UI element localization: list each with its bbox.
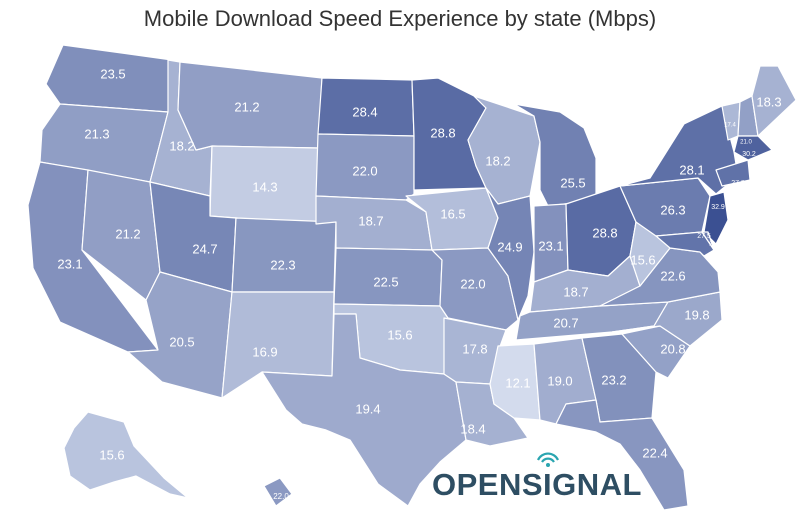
value-label-al: 19.0 bbox=[547, 373, 572, 388]
state-nc bbox=[611, 291, 723, 347]
value-label-mi: 25.5 bbox=[560, 175, 585, 190]
value-label-ma: 30.2 bbox=[742, 151, 756, 158]
value-label-id: 18.2 bbox=[169, 138, 194, 153]
value-label-mn: 28.8 bbox=[430, 125, 455, 140]
value-label-pa: 26.3 bbox=[660, 202, 685, 217]
map-title: Mobile Download Speed Experience by stat… bbox=[143, 6, 657, 31]
value-label-mo: 22.0 bbox=[460, 276, 485, 291]
value-label-wa: 23.5 bbox=[100, 66, 125, 81]
value-label-oh: 28.8 bbox=[592, 225, 617, 240]
value-label-ar: 17.8 bbox=[462, 341, 487, 356]
logo-text-end: GNAL bbox=[552, 467, 642, 502]
value-label-ia: 16.5 bbox=[440, 206, 465, 221]
state-ak bbox=[63, 411, 189, 499]
value-label-ny: 28.1 bbox=[679, 162, 704, 177]
value-label-fl: 22.4 bbox=[642, 445, 667, 460]
value-label-me: 18.3 bbox=[756, 94, 781, 109]
value-label-nj: 32.9 bbox=[711, 204, 725, 211]
value-label-az: 20.5 bbox=[169, 334, 194, 349]
opensignal-logo: OPENS I GNAL bbox=[432, 452, 642, 503]
value-label-ky: 18.7 bbox=[563, 284, 588, 299]
state-me bbox=[751, 65, 797, 137]
value-label-tx: 19.4 bbox=[355, 401, 380, 416]
state-fl bbox=[555, 399, 689, 511]
value-label-ok: 15.6 bbox=[387, 327, 412, 342]
state-hi bbox=[263, 477, 293, 507]
value-label-sd: 22.0 bbox=[352, 163, 377, 178]
state-il bbox=[485, 187, 535, 321]
value-label-ne: 18.7 bbox=[358, 213, 383, 228]
value-label-in: 23.1 bbox=[538, 238, 563, 253]
value-label-wv: 15.6 bbox=[630, 252, 655, 267]
value-label-la: 18.4 bbox=[460, 421, 485, 436]
state-tx bbox=[261, 313, 467, 507]
value-label-or: 21.3 bbox=[84, 126, 109, 141]
value-label-hi: 22.0 bbox=[273, 492, 289, 501]
value-label-ca: 23.1 bbox=[57, 256, 82, 271]
state-co bbox=[231, 217, 337, 293]
value-label-vt: 17.4 bbox=[724, 123, 736, 129]
value-label-ks: 22.5 bbox=[373, 274, 398, 289]
value-label-nv: 21.2 bbox=[115, 226, 140, 241]
value-label-ct: 27.8 bbox=[731, 180, 745, 187]
value-label-ms: 12.1 bbox=[505, 375, 530, 390]
value-label-co: 22.3 bbox=[270, 257, 295, 272]
value-label-ga: 23.2 bbox=[601, 372, 626, 387]
value-label-nh: 21.0 bbox=[740, 140, 752, 146]
value-label-nm: 16.9 bbox=[252, 344, 277, 359]
value-label-ak: 15.6 bbox=[99, 447, 124, 462]
value-label-tn: 20.7 bbox=[553, 315, 578, 330]
state-shapes bbox=[27, 44, 797, 511]
state-ct bbox=[715, 159, 751, 187]
wifi-icon bbox=[536, 452, 559, 467]
value-label-ut: 24.7 bbox=[192, 241, 217, 256]
logo-i-wifi: I bbox=[536, 452, 559, 503]
value-label-va: 22.6 bbox=[660, 268, 685, 283]
state-value-labels: 23.5 21.3 23.1 21.2 18.2 21.2 14.3 24.7 20.5 22.3… bbox=[57, 66, 781, 501]
value-label-nc: 19.8 bbox=[684, 307, 709, 322]
value-label-sc: 20.8 bbox=[660, 341, 685, 356]
value-label-il: 24.9 bbox=[497, 239, 522, 254]
state-nj bbox=[703, 191, 729, 245]
value-label-nd: 28.4 bbox=[352, 104, 377, 119]
state-de bbox=[701, 231, 715, 251]
logo-text-start: OPENS bbox=[432, 467, 544, 502]
value-label-de: 26.1 bbox=[709, 241, 719, 247]
logo-letter-i: I bbox=[543, 467, 553, 502]
state-ma bbox=[733, 135, 773, 161]
value-label-wy: 14.3 bbox=[252, 179, 277, 194]
value-label-mt: 21.2 bbox=[234, 99, 259, 114]
value-label-wi: 18.2 bbox=[485, 153, 510, 168]
value-label-md: 27.5 bbox=[697, 233, 711, 240]
